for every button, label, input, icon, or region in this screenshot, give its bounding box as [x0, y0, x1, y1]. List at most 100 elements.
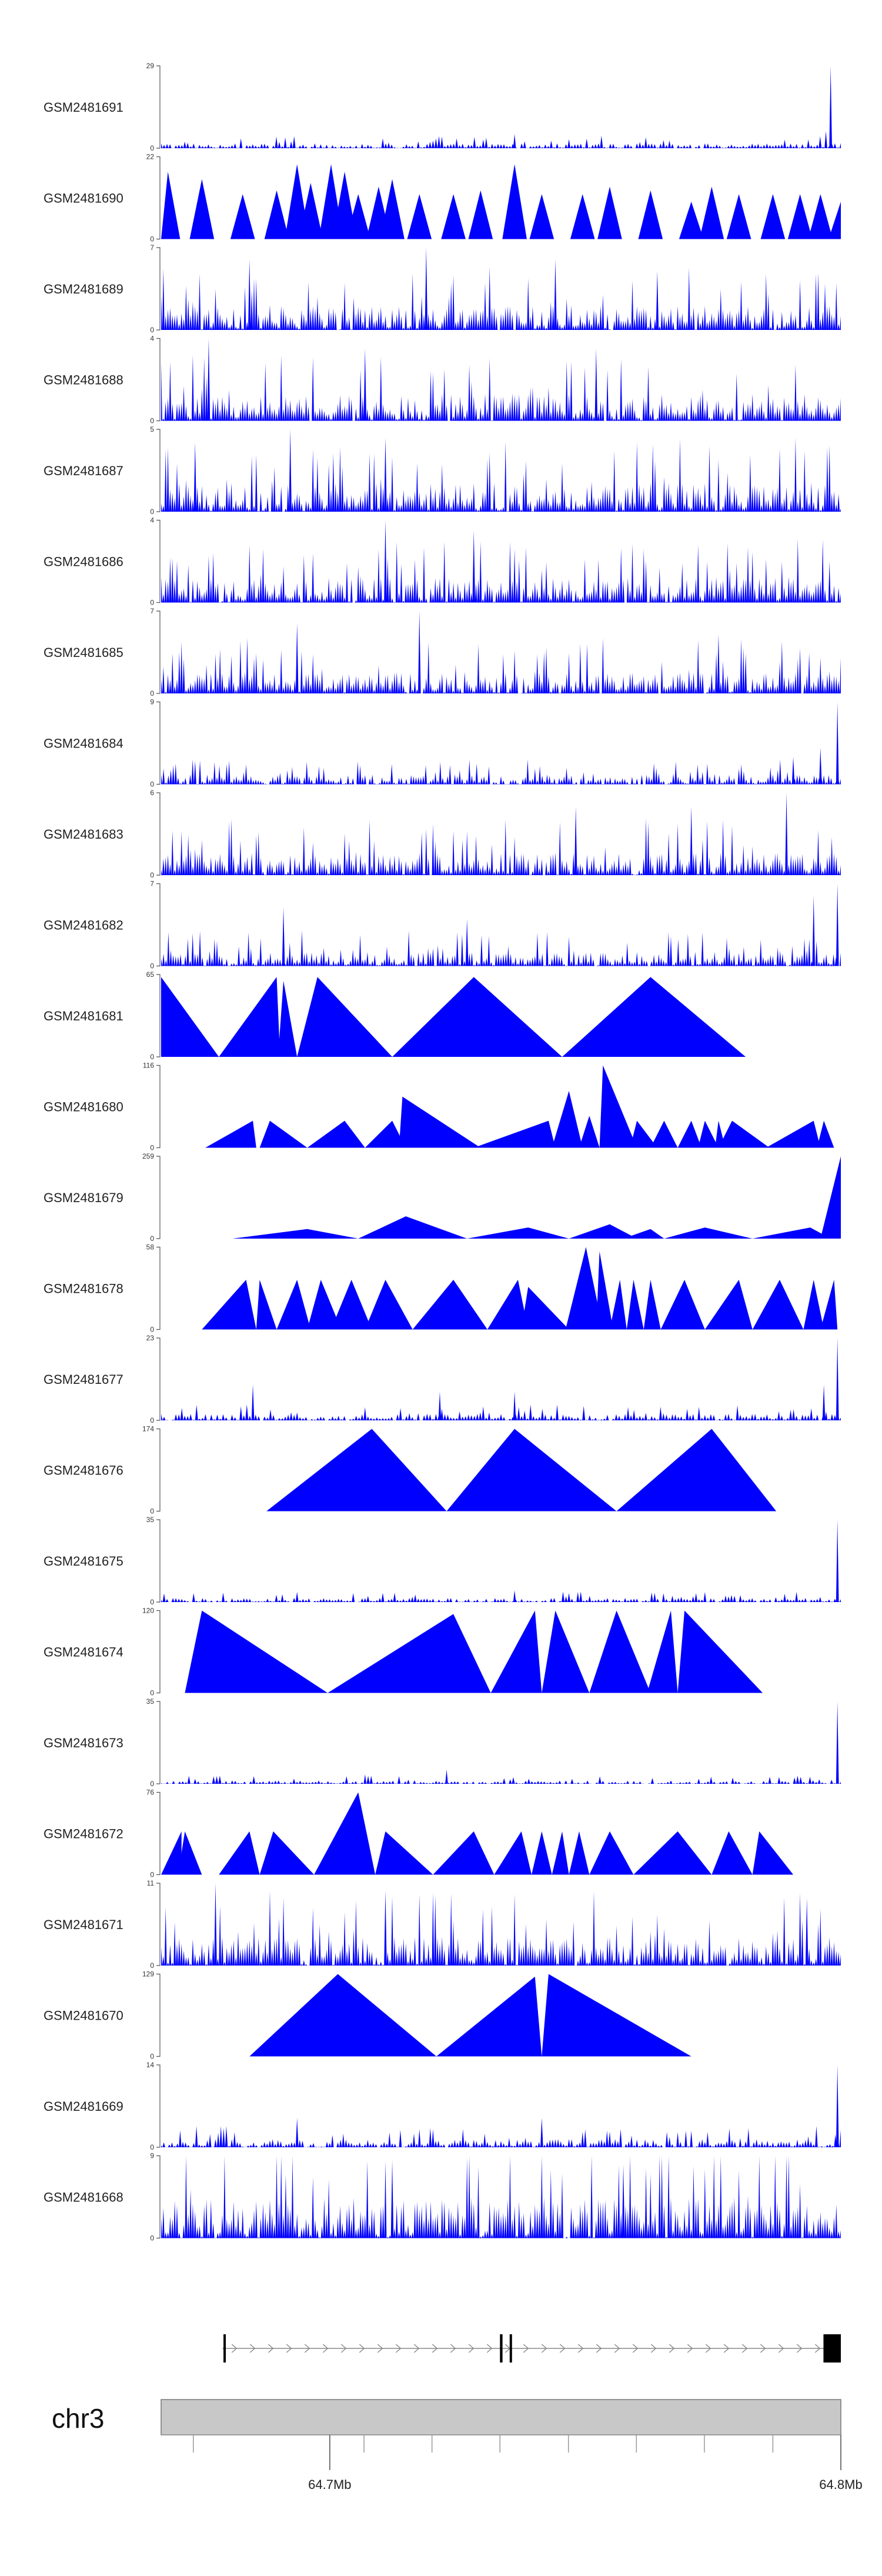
coverage-signal	[161, 1891, 841, 1966]
y-max-label: 4	[150, 516, 154, 525]
y-max-label: 58	[146, 1243, 155, 1252]
y-min-label: 0	[150, 871, 154, 879]
y-axis	[156, 65, 161, 149]
strand-arrow	[541, 2344, 547, 2353]
strand-arrow	[486, 2344, 493, 2353]
coverage-peak	[569, 1831, 590, 1875]
coverage-signal	[161, 638, 841, 693]
coverage-peak	[259, 1120, 308, 1148]
y-axis	[156, 2064, 161, 2148]
y-axis	[156, 1428, 161, 1512]
track-GSM2481680: GSM2481680 116 0	[44, 1062, 834, 1152]
track-label: GSM2481683	[44, 827, 123, 842]
strand-arrow	[304, 2344, 310, 2353]
y-max-label: 7	[150, 880, 154, 888]
y-axis	[156, 792, 161, 876]
coverage-peak	[161, 977, 219, 1057]
y-min-label: 0	[150, 326, 154, 334]
coverage-peak	[633, 1831, 712, 1875]
track-GSM2481682: GSM2481682 7 0	[44, 880, 841, 970]
track-GSM2481677: GSM2481677 23 0	[44, 1334, 841, 1424]
coverage-signal	[161, 2125, 841, 2147]
strand-arrow	[614, 2344, 620, 2353]
strand-arrow	[741, 2344, 748, 2353]
y-max-label: 129	[142, 1970, 154, 1978]
track-GSM2481684: GSM2481684 9 0	[44, 698, 841, 789]
coverage-peak	[704, 1280, 753, 1330]
chromosome-ideogram-track: chr3	[52, 2399, 841, 2435]
coverage-signal	[161, 355, 841, 421]
strand-arrow	[778, 2344, 784, 2353]
coordinate-label: 64.7Mb	[308, 2477, 351, 2492]
coverage-peak	[407, 194, 432, 239]
strand-arrow	[559, 2344, 566, 2353]
y-axis	[156, 1701, 161, 1784]
y-axis	[156, 1973, 161, 2057]
coverage-peak	[446, 1429, 617, 1511]
strand-arrow	[340, 2344, 347, 2353]
track-GSM2481688: GSM2481688 4 0	[44, 335, 841, 425]
coverage-peak	[219, 1831, 260, 1875]
y-max-label: 9	[150, 698, 154, 706]
coverage-spike	[805, 1898, 808, 1966]
coverage-spike	[819, 748, 822, 785]
coverage-peak	[698, 1120, 719, 1148]
coverage-peak	[677, 1120, 702, 1148]
y-min-label: 0	[150, 235, 154, 243]
track-GSM2481681: GSM2481681 65 0	[44, 970, 746, 1061]
track-label: GSM2481689	[44, 282, 123, 296]
coverage-peak	[298, 183, 323, 239]
y-min-label: 0	[150, 1144, 154, 1152]
y-max-label: 7	[150, 607, 154, 615]
coverage-peak	[297, 977, 393, 1057]
coverage-peak	[521, 1287, 569, 1330]
y-max-label: 11	[147, 1879, 155, 1887]
y-min-label: 0	[150, 1507, 154, 1516]
y-max-label: 4	[150, 335, 154, 343]
y-min-label: 0	[150, 689, 154, 698]
coverage-peak	[532, 1831, 552, 1875]
y-min-label: 0	[150, 417, 154, 425]
y-min-label: 0	[150, 1598, 154, 1606]
coverage-peak	[446, 1651, 460, 1693]
track-label: GSM2481679	[44, 1190, 123, 1205]
gene-exon	[509, 2334, 512, 2363]
strand-arrow	[723, 2344, 730, 2353]
track-GSM2481671: GSM2481671 11 0	[44, 1879, 841, 1970]
coverage-peak	[161, 1831, 182, 1875]
coverage-peak	[552, 1831, 569, 1875]
coverage-peak	[473, 1120, 556, 1148]
coverage-peak	[189, 179, 215, 239]
coverage-peak	[599, 1065, 637, 1148]
y-min-label: 0	[150, 2143, 154, 2151]
y-axis	[156, 974, 161, 1057]
y-max-label: 14	[146, 2061, 155, 2069]
coverage-signal	[161, 539, 841, 603]
track-GSM2481690: GSM2481690 22 0	[44, 153, 841, 243]
strand-arrow	[268, 2344, 274, 2353]
coverage-peak	[589, 1831, 634, 1875]
coverage-peak	[256, 1280, 277, 1330]
coverage-spike	[384, 438, 387, 512]
coverage-peak	[542, 1974, 691, 2057]
track-label: GSM2481668	[44, 2190, 123, 2205]
track-label: GSM2481690	[44, 191, 123, 206]
coverage-signal	[161, 438, 841, 512]
strand-arrow	[814, 2344, 821, 2353]
track-GSM2481669: GSM2481669 14 0	[44, 2061, 841, 2151]
coverage-spike	[363, 349, 367, 421]
y-min-label: 0	[150, 599, 154, 607]
strand-arrow	[596, 2344, 602, 2353]
chromosome-band	[161, 2399, 841, 2435]
strand-arrow	[669, 2344, 675, 2353]
y-axis	[156, 1337, 161, 1421]
coverage-signal	[161, 2155, 841, 2238]
strand-arrow	[432, 2344, 438, 2353]
coverage-signal	[161, 1404, 841, 1420]
coverage-peak	[375, 1831, 433, 1875]
coverage-peak	[494, 1831, 532, 1875]
y-axis	[156, 701, 161, 785]
strand-arrow	[577, 2344, 584, 2353]
coverage-spike	[785, 793, 788, 875]
